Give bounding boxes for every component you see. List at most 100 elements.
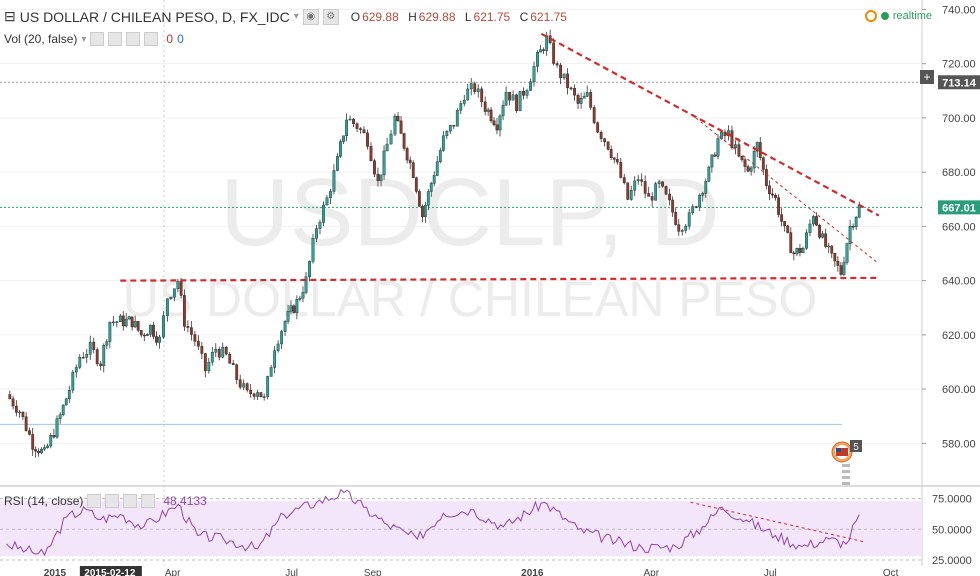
- candle: [761, 157, 765, 170]
- y-tick-label: 700.00: [942, 113, 976, 125]
- candle: [469, 83, 473, 90]
- candle: [599, 132, 603, 139]
- candle: [429, 183, 433, 192]
- y-tick-label: 600.00: [942, 384, 976, 396]
- candle: [542, 49, 546, 51]
- candle: [355, 123, 359, 129]
- candle: [515, 94, 518, 112]
- candle: [466, 88, 470, 101]
- candle: [830, 245, 834, 254]
- event-marker[interactable]: 5: [831, 440, 862, 485]
- candle: [492, 120, 496, 126]
- candle: [389, 133, 393, 145]
- candle: [130, 316, 134, 328]
- candle: [801, 248, 805, 253]
- candle: [622, 177, 626, 184]
- candle: [824, 233, 828, 247]
- x-tick-label: Oct: [883, 568, 899, 576]
- eye-icon[interactable]: [87, 494, 102, 508]
- candle: [11, 398, 15, 407]
- candle: [186, 326, 190, 328]
- candle: [525, 90, 529, 96]
- trendlines[interactable]: [120, 32, 880, 282]
- candle: [105, 341, 109, 346]
- candle: [710, 154, 714, 168]
- eye-icon[interactable]: ◉: [302, 8, 319, 25]
- clock-icon[interactable]: [864, 10, 877, 22]
- collapse-icon[interactable]: ⊟: [4, 8, 16, 24]
- rsi-tick-label: 75.0000: [932, 494, 972, 506]
- candle: [633, 180, 637, 191]
- candle: [362, 129, 366, 134]
- chevron-down-icon[interactable]: ▾: [81, 33, 87, 45]
- candle: [8, 394, 12, 399]
- settings-icon[interactable]: ⚙: [322, 8, 339, 25]
- candle: [172, 288, 176, 298]
- candle: [805, 232, 808, 249]
- candle: [654, 183, 658, 201]
- candle: [827, 245, 831, 248]
- candle: [414, 177, 418, 192]
- candle: [707, 166, 711, 182]
- chevron-down-icon[interactable]: ▾: [293, 11, 299, 22]
- event-count: 5: [853, 442, 859, 453]
- candle: [518, 91, 522, 112]
- candle: [815, 216, 818, 226]
- candle: [40, 448, 43, 454]
- close-icon[interactable]: [141, 494, 156, 508]
- candle: [95, 349, 99, 365]
- us-flag-canton: [836, 448, 841, 452]
- candle: [777, 197, 780, 215]
- time-axis[interactable]: 2015 2015-02-12 Apr Jul Sep 2016 Apr Jul Oct: [0, 566, 980, 576]
- us-flag-icon: [836, 448, 848, 456]
- candle: [596, 122, 600, 133]
- candle: [189, 327, 193, 335]
- candle: [193, 334, 197, 342]
- candle: [366, 132, 369, 147]
- settings-icon[interactable]: [105, 494, 120, 508]
- candle: [483, 101, 487, 112]
- add-alert-button[interactable]: +: [920, 70, 934, 84]
- candle: [85, 354, 89, 358]
- plus-icon[interactable]: [123, 494, 138, 508]
- plus-icon[interactable]: [126, 32, 141, 46]
- trendline-downtrend: [540, 32, 880, 217]
- candle: [426, 191, 430, 206]
- candle: [345, 119, 348, 137]
- rsi-legend: RSI (14, close) 48.4133: [4, 494, 207, 508]
- candle: [276, 343, 280, 351]
- candle: [61, 404, 65, 416]
- candle: [783, 221, 787, 227]
- price-axis[interactable]: 580.00 600.00 620.00 640.00 660.00 680.00 700.…: [922, 4, 976, 450]
- candle: [812, 216, 815, 225]
- candle: [118, 315, 122, 322]
- candle: [111, 321, 115, 324]
- candle: [674, 212, 678, 225]
- candle: [789, 232, 793, 254]
- candle: [224, 346, 228, 355]
- close-icon[interactable]: [144, 32, 159, 46]
- candle: [609, 149, 613, 158]
- candle: [857, 205, 861, 218]
- candle: [536, 51, 539, 67]
- candle: [280, 331, 284, 345]
- candle: [743, 159, 747, 167]
- candle: [289, 305, 293, 312]
- eye-icon[interactable]: [90, 32, 105, 46]
- candle: [31, 434, 35, 450]
- rsi-pane[interactable]: 25.0000 50.0000 75.0000: [0, 488, 972, 567]
- candle: [579, 98, 583, 104]
- candle: [266, 376, 270, 397]
- candle: [145, 334, 149, 336]
- candle: [379, 174, 383, 181]
- candle: [322, 204, 325, 223]
- settings-icon[interactable]: [108, 32, 123, 46]
- candle: [155, 336, 158, 343]
- x-tick-label: Jul: [764, 568, 777, 576]
- candle: [559, 64, 563, 79]
- candle: [24, 416, 28, 431]
- y-tick-label: 620.00: [942, 330, 976, 342]
- candle: [242, 383, 246, 388]
- realtime-indicator: realtime: [864, 10, 932, 22]
